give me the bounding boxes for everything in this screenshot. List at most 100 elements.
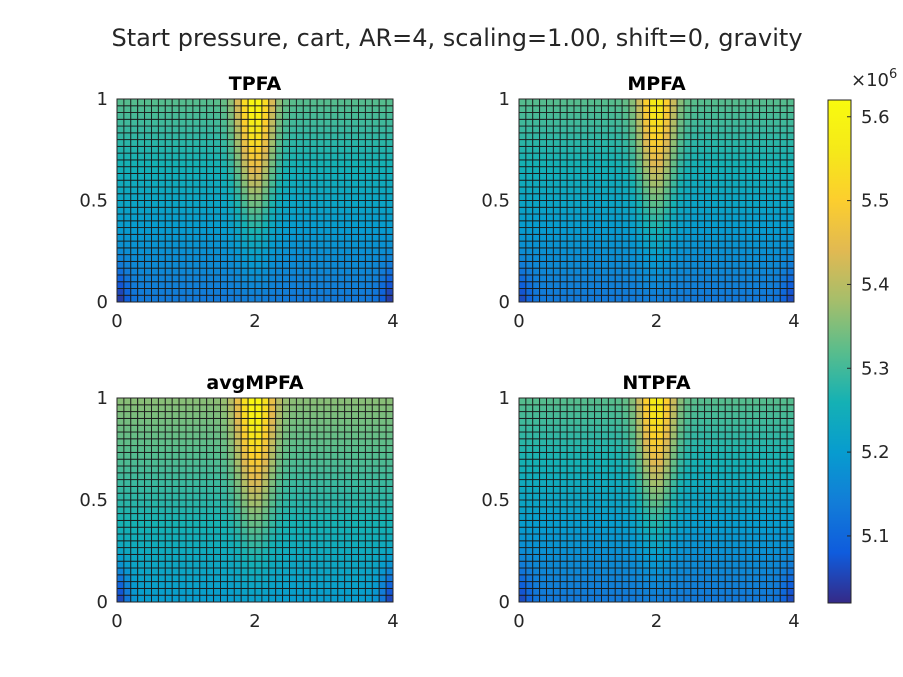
heatmap-cell [704,132,712,141]
heatmap-cell [704,533,712,542]
heatmap-cell [247,594,256,603]
heatmap-cell [745,451,754,460]
heatmap-cell [525,288,534,296]
heatmap-cell [546,533,554,542]
heatmap-cell [378,145,387,154]
heatmap-cell [697,519,706,528]
heatmap-cell [123,186,132,195]
heatmap-cell [178,139,187,147]
heatmap-cell [683,132,692,141]
heatmap-cell [573,172,582,181]
heatmap-cell [539,547,547,555]
heatmap-cell [351,465,359,474]
heatmap-cell [254,233,263,242]
heatmap-cell [580,411,589,419]
heatmap-cell [731,145,740,154]
heatmap-cell [711,145,719,154]
heatmap-cell [316,411,325,419]
heatmap-cell [282,98,290,107]
heatmap-cell [607,105,616,113]
heatmap-cell [171,594,180,603]
heatmap-cell [649,526,657,535]
heatmap-cell [309,533,318,542]
heatmap-cell [157,172,166,181]
heatmap-cell [518,145,527,154]
heatmap-cell [289,594,297,603]
heatmap-cell [518,445,527,453]
heatmap-cell [525,506,534,515]
heatmap-cell [137,404,146,413]
heatmap-cell [649,458,657,467]
heatmap-cell [130,574,139,583]
heatmap-cell [226,438,235,447]
heatmap-cell [295,281,304,289]
heatmap-cell [642,424,651,433]
heatmap-cell [247,294,256,303]
heatmap-cell [683,533,692,542]
heatmap-cell [697,112,706,120]
heatmap-cell [254,431,263,440]
heatmap-cell [192,411,201,419]
heatmap-cell [546,458,554,467]
heatmap-cell [358,404,366,413]
heatmap-cell [344,499,353,508]
heatmap-cell [532,533,541,542]
heatmap-cell [580,553,589,562]
heatmap-cell [144,105,152,113]
heatmap-cell [635,594,644,603]
heatmap-cell [130,479,139,487]
heatmap-cell [378,499,387,508]
heatmap-cell [323,567,332,576]
heatmap-cell [690,404,699,413]
heatmap-cell [233,445,242,453]
heatmap-cell [621,445,630,453]
heatmap-cell [580,139,589,147]
heatmap-cell [552,206,561,215]
heatmap-cell [323,193,332,201]
heatmap-cell [164,513,173,521]
heatmap-cell [635,513,644,521]
heatmap-cell [594,560,602,569]
heatmap-cell [745,526,754,535]
heatmap-cell [344,172,353,181]
heatmap-cell [580,540,589,549]
heatmap-cell [772,98,781,107]
heatmap-cell [371,485,380,494]
heatmap-cell [759,404,767,413]
heatmap-cell [594,112,602,120]
heatmap-cell [351,172,359,181]
heatmap-cell [786,200,795,208]
heatmap-cell [289,560,297,569]
heatmap-cell [594,213,602,222]
heatmap-cell [745,206,754,215]
heatmap-cell [268,485,277,494]
heatmap-cell [151,220,159,229]
heatmap-cell [676,485,685,494]
heatmap-cell [185,424,194,433]
heatmap-cell [371,404,380,413]
heatmap-cell [116,506,125,515]
heatmap-cell [683,458,692,467]
heatmap-cell [330,526,339,535]
heatmap-cell [185,411,194,419]
heatmap-cell [164,397,173,406]
heatmap-cell [351,247,359,256]
heatmap-cell [704,125,712,134]
heatmap-cell [669,547,678,555]
heatmap-cell [240,179,249,188]
heatmap-cell [635,240,644,249]
heatmap-cell [309,587,318,596]
heatmap-cell [766,152,774,161]
heatmap-cell [344,267,353,276]
heatmap-cell [226,472,235,481]
heatmap-cell [116,139,125,147]
heatmap-cell [385,581,394,589]
heatmap-cell [151,118,159,127]
heatmap-cell [573,118,582,127]
heatmap-cell [546,179,554,188]
heatmap-cell [683,105,692,113]
heatmap-cell [594,247,602,256]
heatmap-cell [683,193,692,201]
heatmap-cell [385,193,394,201]
heatmap-cell [546,397,554,406]
